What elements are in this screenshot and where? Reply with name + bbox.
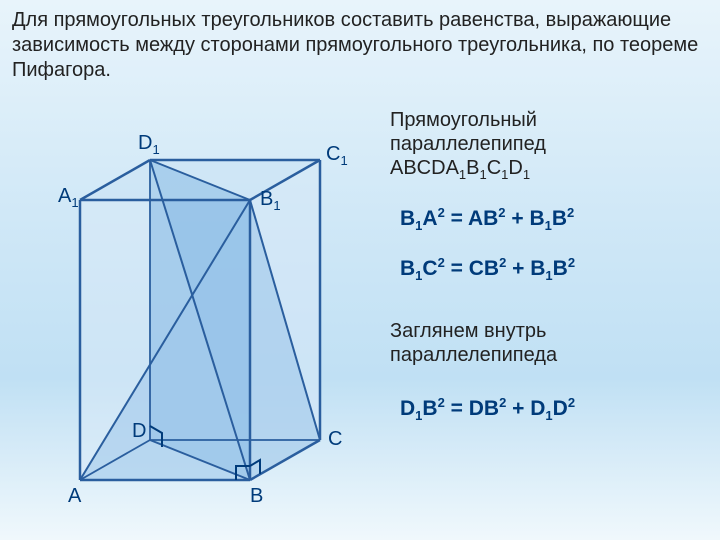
- task-content: Для прямоугольных треугольников составит…: [12, 9, 698, 81]
- label-D1: D1: [138, 132, 160, 157]
- label-D: D: [132, 420, 146, 443]
- parallelepiped-diagram: A B C D A1 B1 C1 D1: [50, 100, 360, 520]
- label-A1: A1: [58, 185, 79, 210]
- right-column: Прямоугольный параллелепипед ABCDA1B1C1D…: [390, 108, 700, 423]
- inside-text: Заглянем внутрь параллелепипеда: [390, 319, 700, 367]
- label-C: C: [328, 428, 342, 451]
- label-B1: B1: [260, 188, 281, 213]
- label-C1: C1: [326, 143, 348, 168]
- intro-text: Прямоугольный параллелепипед ABCDA1B1C1D…: [390, 108, 700, 183]
- label-B: B: [250, 485, 263, 508]
- equation-2: B1C2 = CB2 + B1B2: [400, 255, 700, 283]
- diagram-svg: [50, 100, 360, 520]
- task-text: Для прямоугольных треугольников составит…: [12, 8, 708, 83]
- equation-1: B1A2 = AB2 + B1B2: [400, 205, 700, 233]
- label-A: A: [68, 485, 81, 508]
- equation-3: D1B2 = DB2 + D1D2: [400, 395, 700, 423]
